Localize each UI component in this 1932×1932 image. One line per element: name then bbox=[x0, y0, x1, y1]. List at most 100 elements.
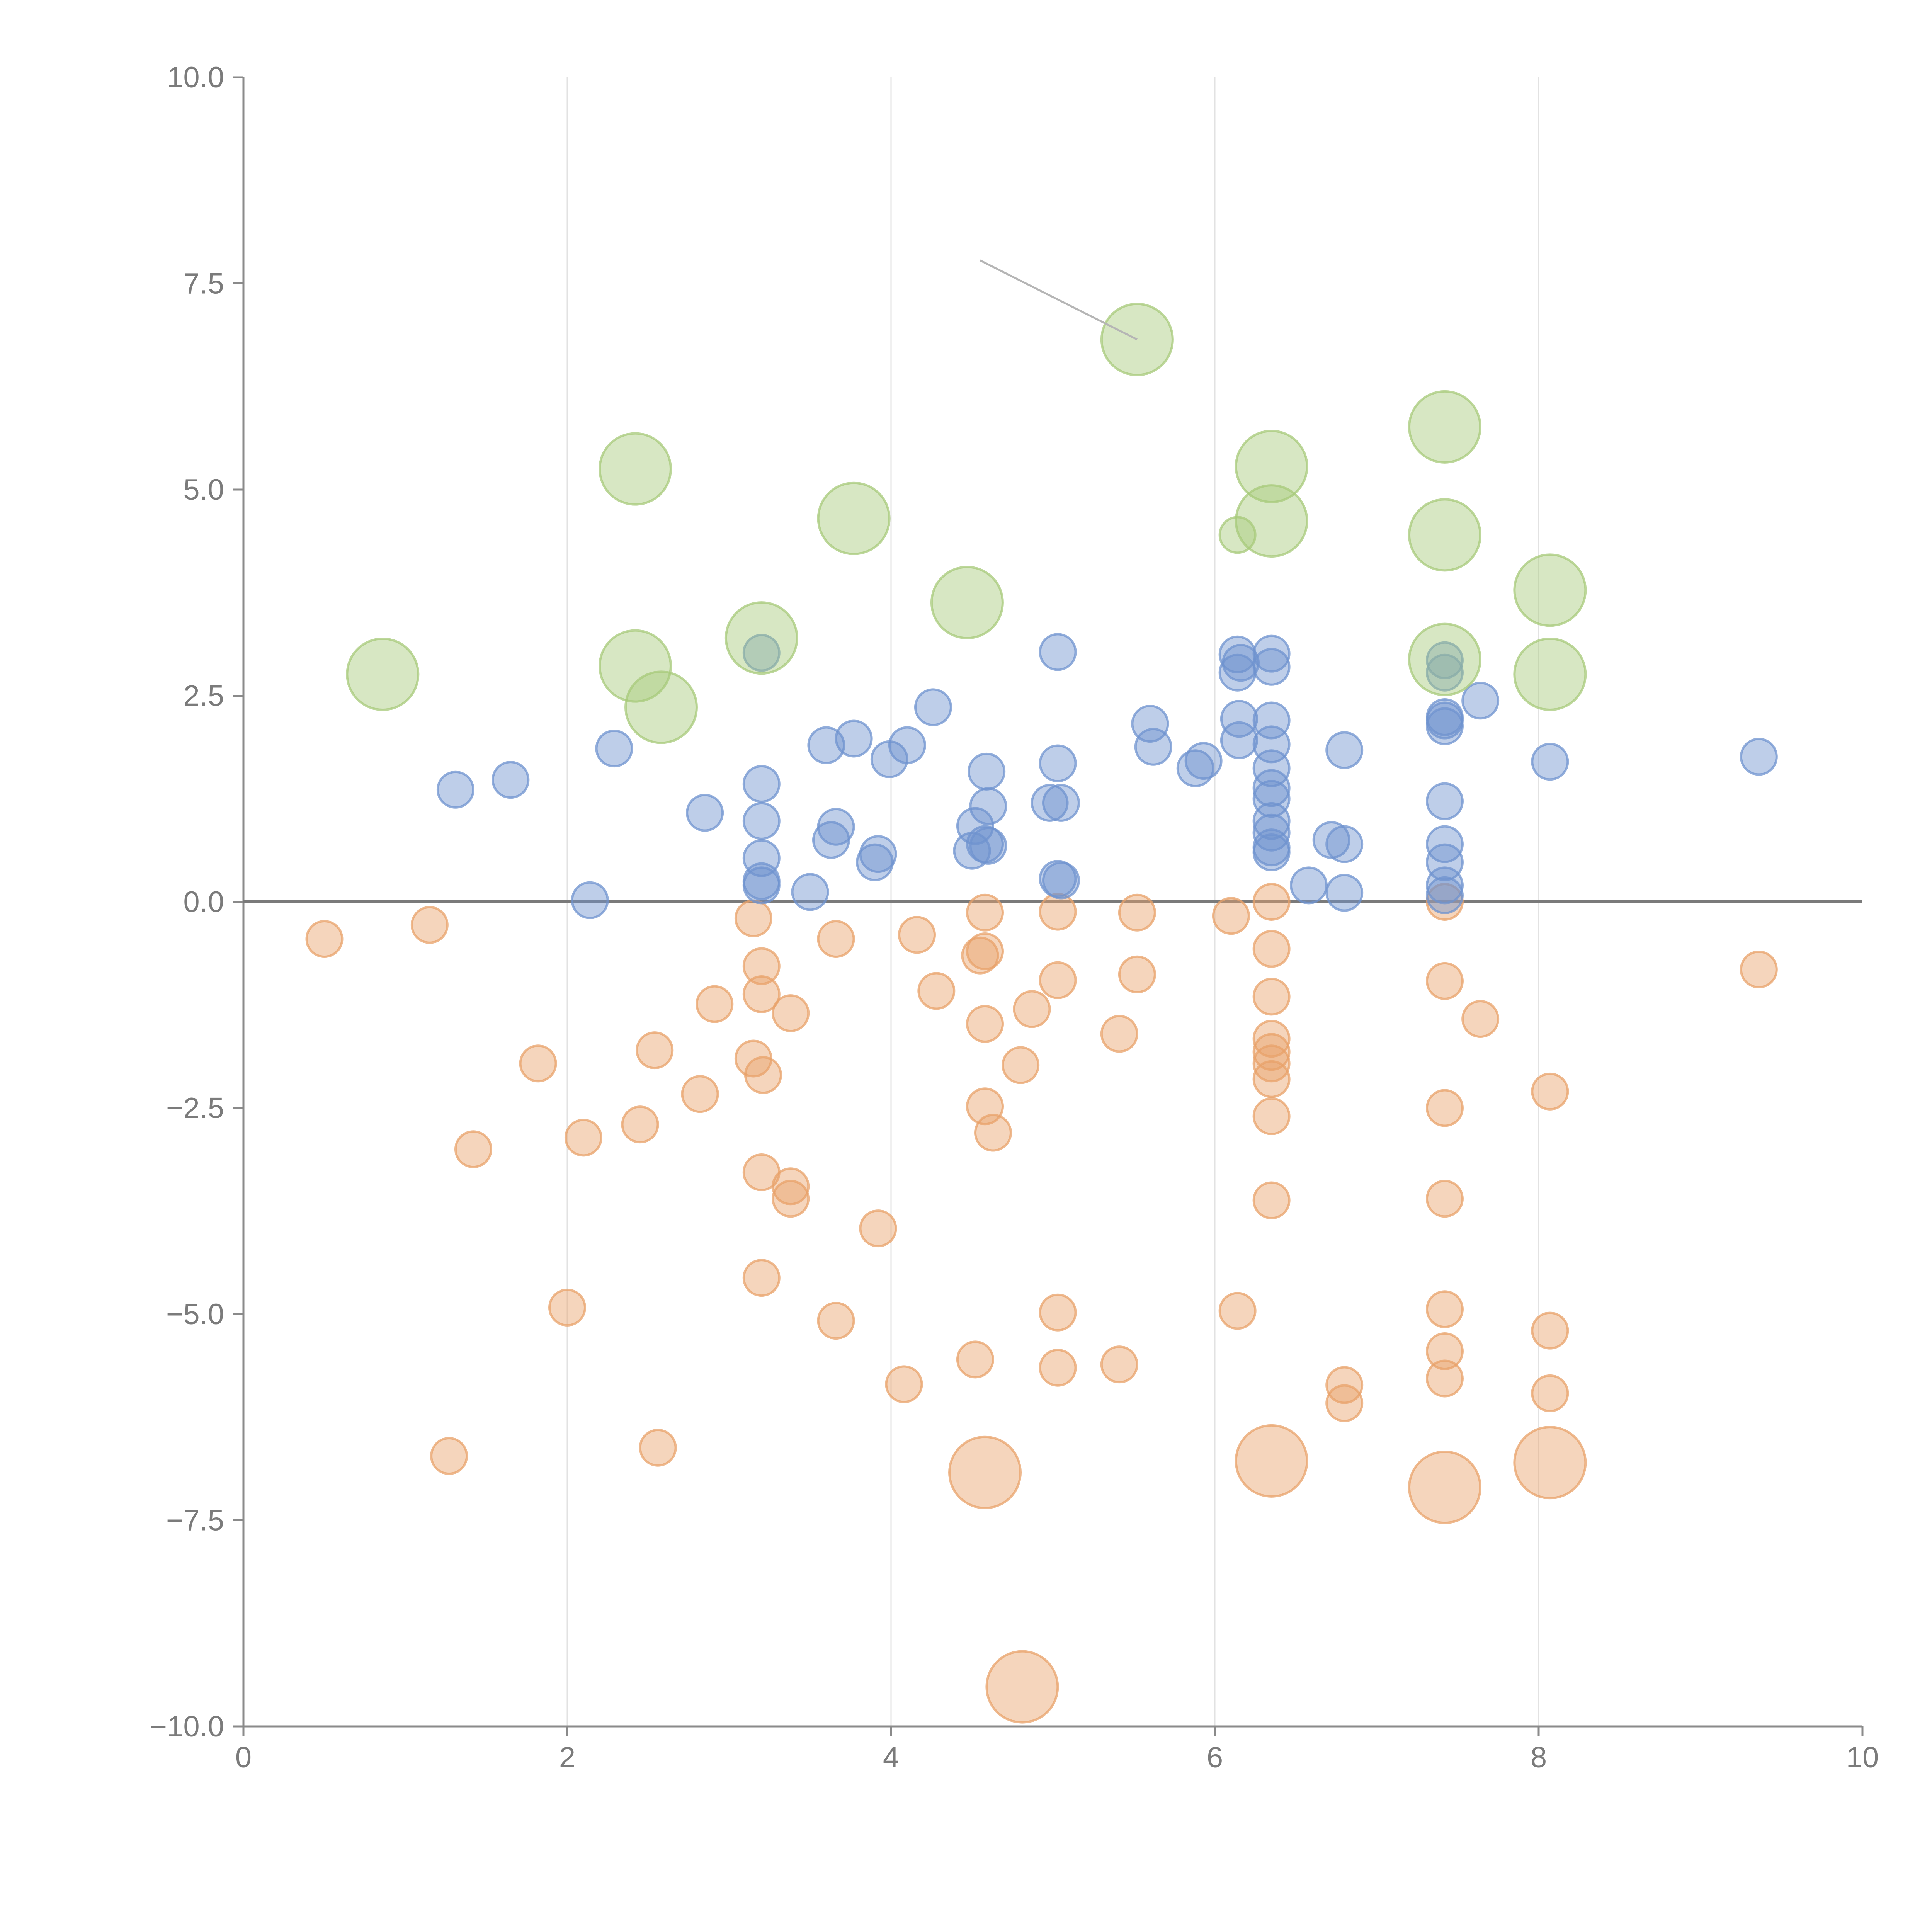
data-point-positive bbox=[1325, 874, 1364, 912]
data-point-positive bbox=[1252, 833, 1291, 871]
data-point-negative bbox=[966, 893, 1004, 932]
data-point-positive bbox=[966, 825, 1004, 863]
data-point-positive bbox=[1425, 707, 1464, 745]
data-point-negative bbox=[1002, 1046, 1040, 1084]
data-point-negative bbox=[742, 975, 781, 1014]
data-point-negative bbox=[1252, 1181, 1291, 1219]
data-point-negative bbox=[1118, 955, 1156, 993]
data-point-highlight bbox=[1408, 390, 1481, 464]
data-point-positive bbox=[969, 787, 1007, 825]
data-point-highlight bbox=[624, 670, 698, 744]
data-point-negative bbox=[1531, 1311, 1569, 1350]
data-point-negative bbox=[621, 1105, 659, 1144]
data-point-negative bbox=[1325, 1384, 1364, 1422]
data-point-positive bbox=[1222, 644, 1260, 682]
data-point-negative bbox=[1252, 930, 1291, 968]
data-point-negative bbox=[1425, 1359, 1464, 1398]
data-point-negative-large bbox=[948, 1435, 1022, 1509]
data-point-negative bbox=[564, 1119, 602, 1157]
data-point-highlight bbox=[598, 432, 672, 506]
y-tick-label: −5.0 bbox=[166, 1298, 224, 1331]
data-point-negative bbox=[1425, 962, 1464, 1000]
data-point-highlight bbox=[598, 629, 672, 703]
data-point-negative bbox=[639, 1429, 677, 1467]
data-point-negative bbox=[859, 1209, 897, 1248]
y-tick-label: 0.0 bbox=[183, 886, 224, 918]
data-point-negative bbox=[1118, 893, 1156, 932]
data-point-negative-large bbox=[1408, 1451, 1481, 1524]
data-point-positive bbox=[1252, 749, 1291, 787]
data-point-negative bbox=[966, 1005, 1004, 1043]
data-point-positive bbox=[859, 835, 897, 873]
data-point-positive bbox=[1290, 866, 1328, 905]
x-tick-label: 10 bbox=[1846, 1741, 1879, 1774]
data-point-highlight bbox=[1408, 622, 1481, 696]
data-point-positive bbox=[888, 726, 926, 764]
data-point-negative bbox=[1252, 1097, 1291, 1135]
data-point-negative bbox=[1212, 897, 1250, 935]
annotations bbox=[980, 259, 1138, 340]
data-point-negative bbox=[696, 985, 734, 1023]
data-point-positive bbox=[817, 808, 855, 846]
x-tick-label: 2 bbox=[559, 1741, 575, 1774]
data-points bbox=[305, 303, 1778, 1724]
data-point-positive bbox=[492, 761, 530, 799]
data-point-negative bbox=[956, 1340, 994, 1379]
y-tick-label: 2.5 bbox=[183, 680, 224, 713]
data-point-positive bbox=[956, 807, 994, 845]
data-point-negative-large bbox=[985, 1650, 1059, 1724]
data-point-negative bbox=[1425, 1290, 1464, 1328]
y-tick-label: 10.0 bbox=[167, 61, 224, 94]
data-point-positive bbox=[1031, 784, 1069, 822]
data-point-negative bbox=[1039, 893, 1077, 931]
data-point-positive bbox=[1425, 641, 1464, 679]
data-point-positive bbox=[968, 752, 1006, 791]
data-point-positive bbox=[1252, 802, 1291, 840]
data-point-positive bbox=[1039, 744, 1077, 782]
data-point-negative bbox=[636, 1031, 674, 1070]
data-point-positive bbox=[969, 827, 1007, 865]
data-point-negative bbox=[1013, 990, 1051, 1028]
data-point-positive bbox=[835, 719, 873, 758]
data-point-negative bbox=[1252, 978, 1291, 1016]
data-point-positive bbox=[1531, 743, 1569, 781]
data-point-positive bbox=[1252, 769, 1291, 807]
y-tick-label: −7.5 bbox=[166, 1504, 224, 1537]
data-point-negative bbox=[1425, 1089, 1464, 1127]
data-point-positive bbox=[1252, 648, 1291, 686]
y-tick-label: −10.0 bbox=[150, 1710, 224, 1743]
data-point-highlight bbox=[1235, 430, 1308, 503]
data-point-positive bbox=[1039, 860, 1077, 898]
data-point-negative bbox=[305, 920, 344, 958]
y-tick-label: 7.5 bbox=[183, 267, 224, 300]
data-point-negative bbox=[519, 1044, 557, 1083]
data-point-negative bbox=[1218, 1292, 1257, 1330]
data-point-positive bbox=[914, 688, 952, 726]
data-point-negative bbox=[917, 972, 956, 1010]
data-point-highlight bbox=[724, 601, 798, 675]
data-point-negative bbox=[1531, 1072, 1569, 1111]
data-point-negative bbox=[772, 1167, 810, 1206]
data-point-negative bbox=[817, 1302, 855, 1340]
y-tick-label: −2.5 bbox=[166, 1092, 224, 1125]
data-point-highlight bbox=[817, 481, 891, 555]
data-point-negative bbox=[898, 916, 936, 954]
data-point-negative bbox=[772, 994, 810, 1032]
data-point-positive bbox=[742, 866, 781, 905]
data-point-negative bbox=[1740, 950, 1778, 988]
data-point-positive bbox=[1042, 784, 1080, 822]
x-tick-label: 6 bbox=[1207, 1741, 1223, 1774]
data-point-positive bbox=[1252, 813, 1291, 852]
annotation-leader-line bbox=[980, 259, 1138, 340]
x-tick-label: 0 bbox=[235, 1741, 252, 1774]
axes bbox=[233, 76, 1864, 1736]
y-tick-label: 5.0 bbox=[183, 473, 224, 506]
data-point-highlight bbox=[1513, 553, 1587, 627]
data-point-positive bbox=[742, 634, 781, 672]
data-point-negative bbox=[742, 1259, 781, 1297]
data-point-negative bbox=[1252, 883, 1291, 921]
data-point-highlight bbox=[346, 638, 420, 711]
data-point-positive bbox=[1425, 782, 1464, 820]
data-point-negative bbox=[410, 906, 449, 944]
data-point-negative bbox=[817, 920, 855, 958]
